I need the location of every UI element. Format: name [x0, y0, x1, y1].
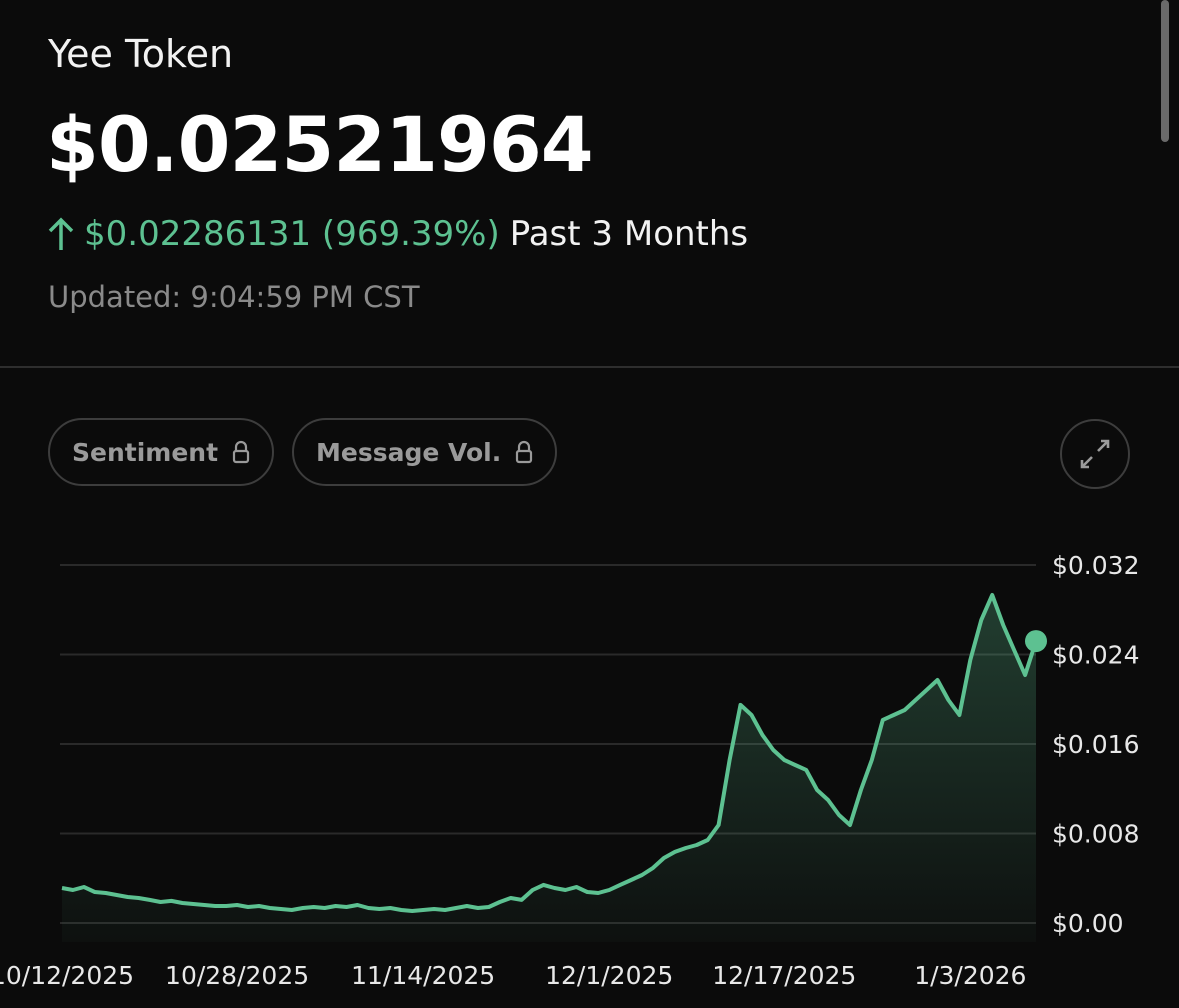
x-tick-label: 1/3/2026: [914, 961, 1026, 990]
filter-button[interactable]: Sentiment: [48, 418, 275, 486]
price-area: [62, 595, 1036, 942]
y-tick-label: $0.032: [1052, 551, 1139, 580]
change-row: $0.02286131 (969.39%) Past 3 Months: [48, 214, 748, 254]
current-price-dot: [1025, 630, 1047, 653]
price-change: $0.02286131 (969.39%): [84, 214, 500, 254]
y-tick-label: $0.016: [1052, 730, 1139, 759]
expand-button[interactable]: [1059, 418, 1131, 490]
lock-icon: [232, 440, 250, 464]
period: Past 3 Months: [509, 214, 749, 254]
y-tick-label: $0.008: [1052, 819, 1139, 848]
x-tick-label: 12/1/2025: [545, 961, 673, 990]
filter-button[interactable]: Message Vol.: [292, 418, 558, 486]
filter-label: Message Vol.: [316, 437, 502, 467]
price-line: [61, 593, 1038, 913]
token-name: Yee Token: [48, 32, 234, 76]
scrollbar: [1161, 0, 1169, 142]
y-tick-label: $0.00: [1052, 909, 1124, 938]
up-arrow: [48, 217, 74, 250]
price: $0.02521964: [46, 100, 594, 189]
x-tick-label: 12/17/2025: [712, 961, 856, 990]
filter-label: Sentiment: [72, 437, 219, 467]
x-tick-label: 11/14/2025: [351, 961, 495, 990]
x-tick-label: 10/12/2025: [0, 961, 134, 990]
updated-time: Updated: 9:04:59 PM CST: [48, 280, 420, 314]
y-tick-label: $0.024: [1052, 640, 1139, 669]
divider: [0, 366, 1179, 368]
lock-icon: [516, 440, 533, 464]
x-tick-label: 10/28/2025: [165, 961, 309, 990]
